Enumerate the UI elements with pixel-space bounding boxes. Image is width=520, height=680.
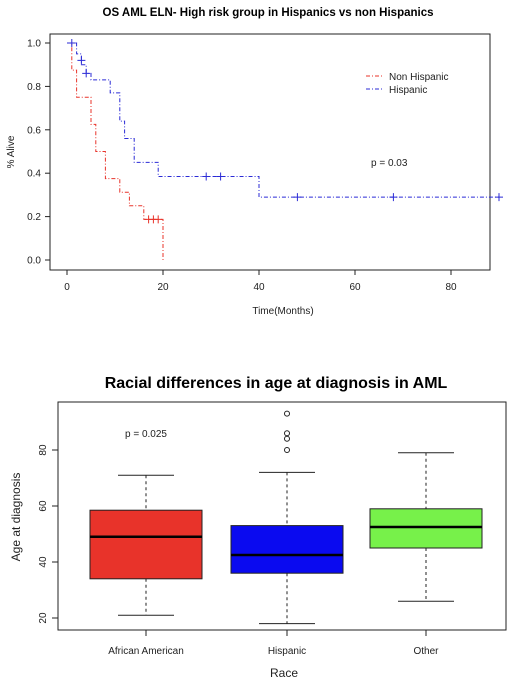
survival-x-tick-label: 60 — [349, 282, 361, 293]
boxplot-y-tick-label: 60 — [38, 500, 49, 512]
survival-y-tick-label: 0.6 — [27, 125, 41, 136]
box-african-american — [89, 509, 203, 580]
censor-mark-hispanic — [202, 172, 211, 181]
legend-label-non-hispanic: Non Hispanic — [389, 72, 448, 83]
censor-mark-hispanic — [77, 56, 86, 65]
survival-y-axis: 0.0 0.2 0.4 0.6 0.8 1.0 — [27, 39, 50, 267]
outlier-point-hispanic — [284, 430, 290, 437]
box-other — [369, 508, 483, 549]
survival-y-tick-label: 1.0 — [27, 39, 41, 50]
survival-x-tick-label: 40 — [253, 282, 265, 293]
censor-mark-hispanic — [293, 193, 302, 202]
survival-series — [67, 39, 503, 260]
survival-y-tick-label: 0.2 — [27, 212, 41, 223]
censor-mark-hispanic — [82, 69, 91, 78]
boxplot-title: Racial differences in age at diagnosis i… — [105, 375, 448, 392]
censor-mark-hispanic — [495, 193, 503, 202]
survival-x-axis: 0 20 40 60 80 — [64, 270, 457, 293]
boxplot-x-tick-label: African American — [108, 646, 184, 657]
survival-y-tick-label: 0.4 — [27, 169, 41, 180]
survival-curve-hispanic — [67, 42, 499, 198]
box-hispanic — [230, 525, 344, 574]
survival-chart-title: OS AML ELN- High risk group in Hispanics… — [103, 7, 434, 19]
boxplot-y-axis: 20 40 60 80 — [38, 444, 58, 624]
boxplot-x-tick-label: Other — [413, 646, 439, 657]
survival-plot-frame — [49, 33, 491, 271]
survival-x-tick-label: 80 — [445, 282, 457, 293]
survival-y-tick-label: 0.8 — [27, 82, 41, 93]
survival-x-tick-label: 0 — [64, 282, 70, 293]
survival-y-axis-label: % Alive — [6, 135, 17, 168]
boxplot-y-tick-label: 80 — [38, 444, 49, 456]
censor-mark-hispanic — [389, 193, 398, 202]
survival-x-tick-label: 20 — [157, 282, 169, 293]
survival-legend: Non Hispanic Hispanic — [366, 72, 448, 96]
survival-p-value: p = 0.03 — [371, 158, 408, 169]
survival-curve-non-hispanic — [67, 42, 164, 260]
boxplot-x-axis: African American Hispanic Other — [108, 630, 439, 657]
boxplot-y-tick-label: 40 — [38, 556, 49, 568]
legend-label-hispanic: Hispanic — [389, 85, 427, 96]
boxplot-x-axis-label: Race — [270, 666, 298, 680]
censor-mark-hispanic — [216, 172, 225, 181]
boxplot-frame — [57, 401, 507, 631]
survival-x-axis-label: Time(Months) — [252, 306, 313, 317]
outlier-point-hispanic — [284, 447, 290, 453]
boxplot-y-axis-label: Age at diagnosis — [9, 473, 23, 562]
boxplot-x-tick-label: Hispanic — [268, 646, 306, 657]
censor-mark-non-hispanic — [154, 215, 163, 224]
survival-y-tick-label: 0.0 — [27, 256, 41, 267]
survival-chart: OS AML ELN- High risk group in Hispanics… — [6, 7, 503, 317]
boxplot-boxes — [89, 410, 483, 625]
boxplot-chart: Racial differences in age at diagnosis i… — [9, 375, 507, 680]
censor-mark-hispanic — [67, 39, 76, 47]
outlier-point-hispanic — [284, 410, 290, 417]
boxplot-y-tick-label: 20 — [38, 612, 49, 624]
boxplot-p-value: p = 0.025 — [125, 429, 167, 440]
outlier-point-hispanic — [284, 435, 290, 442]
